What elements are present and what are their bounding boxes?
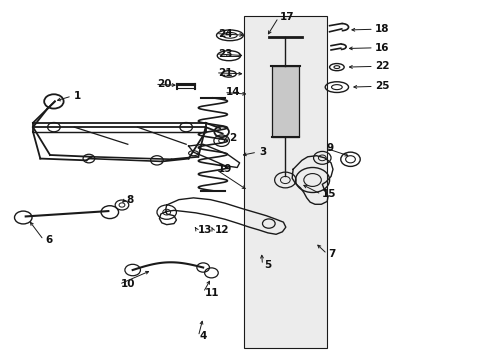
Text: 11: 11 (204, 288, 219, 297)
Text: 22: 22 (374, 62, 388, 71)
Text: 25: 25 (374, 81, 388, 91)
Text: 16: 16 (374, 43, 388, 53)
Bar (271, 66, 299, 137)
Text: 14: 14 (225, 87, 240, 98)
Text: 18: 18 (374, 24, 388, 34)
Text: 15: 15 (322, 189, 336, 199)
Text: 12: 12 (214, 225, 228, 235)
Text: 3: 3 (259, 147, 266, 157)
Text: 5: 5 (264, 260, 271, 270)
Text: 10: 10 (120, 279, 135, 289)
Text: 23: 23 (217, 49, 232, 59)
Bar (244, 16, 326, 348)
Text: 19: 19 (217, 164, 232, 174)
Text: 8: 8 (126, 195, 134, 204)
Text: 13: 13 (198, 225, 212, 235)
Text: 6: 6 (45, 235, 52, 245)
Text: 20: 20 (157, 79, 171, 89)
Text: 4: 4 (200, 332, 207, 342)
Text: 2: 2 (228, 133, 236, 143)
Text: 21: 21 (217, 68, 232, 78)
Text: 9: 9 (325, 143, 333, 153)
Text: 7: 7 (328, 249, 335, 259)
Text: 24: 24 (217, 28, 232, 39)
Text: 1: 1 (73, 91, 81, 101)
Text: 17: 17 (279, 13, 293, 22)
